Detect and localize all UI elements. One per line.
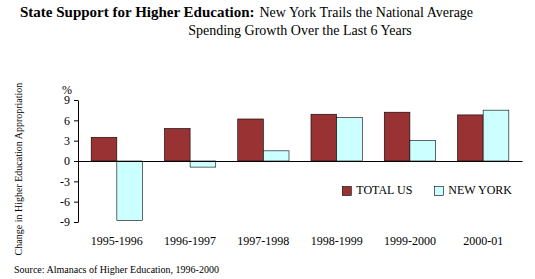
y-tick-mark [74, 202, 78, 203]
y-axis: -9-6-30369 [60, 93, 79, 229]
unit-label: % [62, 83, 72, 97]
legend-label: TOTAL US [356, 183, 412, 197]
x-tick-label: 1998-1999 [311, 234, 363, 248]
x-tick-label: 1996-1997 [164, 234, 216, 248]
bar [91, 137, 117, 161]
bar [337, 118, 363, 161]
y-tick: 3 [64, 134, 78, 148]
y-tick: 0 [64, 154, 78, 168]
y-tick-label: 0 [64, 154, 70, 168]
y-tick-label: 6 [64, 114, 70, 128]
subtitle-line: New York Trails the National Average [259, 5, 473, 20]
y-tick-mark [74, 100, 78, 101]
bar [311, 114, 337, 161]
y-axis-title: Change in Higher Education Appropriation [13, 83, 24, 256]
bar [238, 119, 264, 161]
legend: TOTAL US NEW YORK [342, 183, 512, 197]
x-tick-label: 1999-2000 [384, 234, 436, 248]
y-tick-label: -3 [60, 175, 70, 189]
y-tick: -6 [60, 195, 78, 209]
bar [164, 128, 190, 161]
subtitle: New York Trails the National Average Spen… [188, 5, 473, 38]
x-tick-label: 1995-1996 [91, 234, 143, 248]
x-tick: 1997-1998 [237, 161, 289, 248]
subtitle-line: Spending Growth Over the Last 6 Years [188, 23, 412, 38]
y-tick-mark [74, 141, 78, 142]
bar-series [91, 112, 483, 161]
x-tick: 1996-1997 [164, 161, 216, 248]
title: State Support for Higher Education: [20, 4, 254, 20]
y-tick: -3 [60, 175, 78, 189]
x-tick-label: 1997-1998 [237, 234, 289, 248]
x-tick: 1995-1996 [91, 161, 143, 248]
bars [91, 110, 509, 220]
y-tick: 6 [64, 114, 78, 128]
legend-item: TOTAL US [342, 183, 412, 197]
bar [458, 115, 484, 161]
x-axis: 1995-1996 1996-1997 1997-1998 1998-1999 1999… [79, 161, 523, 248]
bar [117, 161, 143, 221]
x-tick: 1999-2000 [384, 161, 436, 248]
y-tick-label: 3 [64, 134, 70, 148]
x-tick: 1998-1999 [311, 161, 363, 248]
axis-line [79, 161, 523, 162]
y-tick-label: -9 [60, 215, 70, 229]
y-tick-mark [74, 161, 78, 162]
y-tick-mark [74, 181, 78, 182]
legend-label: NEW YORK [448, 183, 512, 197]
legend-swatch [434, 187, 443, 196]
y-tick-mark [74, 120, 78, 121]
y-tick-mark [74, 222, 78, 223]
bar [263, 151, 289, 161]
bar [483, 110, 509, 161]
y-tick: -9 [60, 215, 78, 229]
x-tick: 2000-01 [463, 161, 503, 248]
legend-item: NEW YORK [434, 183, 512, 197]
legend-swatch [342, 187, 351, 196]
source-note: Source: Almanacs of Higher Education, 19… [14, 264, 219, 275]
y-tick-label: -6 [60, 195, 70, 209]
bar [410, 141, 436, 161]
bar [384, 112, 410, 161]
chart: State Support for Higher Education:New Y… [0, 0, 535, 279]
bar-series [117, 110, 509, 220]
x-tick-label: 2000-01 [463, 234, 503, 248]
